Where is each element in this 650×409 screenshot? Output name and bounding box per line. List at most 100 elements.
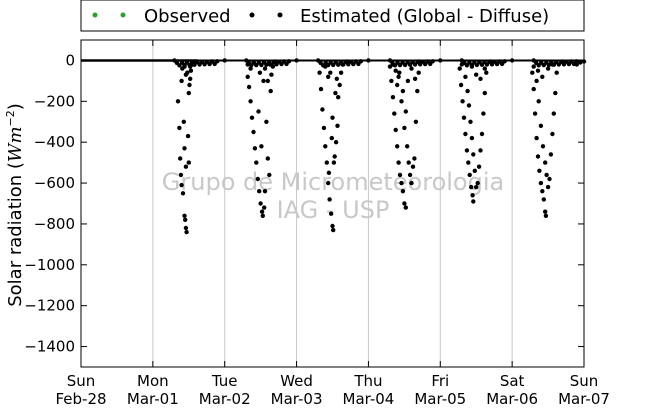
data-point-estimated	[536, 99, 541, 104]
x-tick-label-day: Mon	[137, 372, 169, 390]
data-point-estimated	[540, 144, 546, 149]
data-point-estimated	[484, 70, 489, 75]
watermark-text: IAG - USP	[277, 196, 390, 224]
data-point-estimated	[326, 180, 331, 186]
data-point-estimated	[393, 68, 398, 73]
data-point-estimated	[457, 66, 462, 71]
data-point-estimated	[551, 111, 556, 116]
data-point-estimated	[535, 154, 541, 159]
data-point-estimated	[180, 191, 186, 196]
data-point-estimated	[252, 146, 258, 151]
x-tick-label-date: Mar-07	[558, 390, 610, 408]
data-point-estimated	[326, 74, 331, 80]
data-point-estimated	[543, 213, 549, 218]
data-point-estimated	[553, 90, 558, 96]
data-point-estimated	[318, 86, 324, 92]
legend-label-estimated: Estimated (Global - Diffuse)	[300, 6, 549, 27]
data-point-estimated	[187, 82, 192, 88]
x-tick-label-day: Fri	[431, 372, 449, 390]
data-point-estimated	[334, 76, 339, 82]
data-point-estimated	[175, 99, 181, 104]
data-point-estimated	[475, 180, 480, 186]
data-point-estimated	[320, 107, 325, 112]
data-point-estimated	[463, 74, 468, 80]
data-point-estimated	[185, 133, 191, 139]
data-point-estimated	[467, 172, 472, 178]
data-point-estimated	[468, 119, 473, 125]
legend-marker-estimated	[277, 12, 283, 18]
y-tick-label: −1200	[24, 297, 75, 315]
data-point-estimated	[183, 72, 189, 77]
data-point-estimated	[245, 74, 250, 80]
data-point-estimated	[469, 184, 474, 190]
data-point-estimated	[543, 160, 548, 165]
data-point-estimated	[392, 111, 397, 116]
data-point-estimated	[332, 154, 337, 159]
data-point-estimated	[251, 129, 256, 135]
x-tick-label-day: Sat	[500, 372, 525, 390]
data-point-estimated	[469, 135, 475, 141]
data-point-estimated	[471, 199, 476, 204]
data-point-estimated	[256, 109, 261, 114]
data-point-estimated	[248, 66, 253, 71]
data-point-estimated	[393, 127, 398, 133]
data-point-estimated	[479, 131, 485, 137]
plot-frame	[80, 39, 585, 368]
data-point-estimated	[177, 125, 182, 131]
data-point-estimated	[474, 184, 479, 190]
data-point-estimated	[335, 123, 340, 128]
data-point-estimated	[531, 86, 536, 92]
data-point-estimated	[178, 156, 183, 161]
data-point-estimated	[257, 189, 262, 194]
data-point-estimated	[407, 172, 413, 178]
data-point-estimated	[550, 131, 555, 137]
data-point-estimated	[538, 123, 544, 128]
data-point-estimated	[338, 70, 344, 75]
data-point-estimated	[269, 72, 274, 77]
data-point-estimated	[264, 119, 269, 125]
data-point-estimated	[259, 209, 265, 214]
x-tick-label-day: Thu	[353, 372, 382, 390]
data-point-estimated	[327, 197, 332, 202]
data-point-estimated	[328, 70, 333, 75]
data-point-estimated	[409, 180, 414, 186]
data-point-estimated	[545, 66, 551, 71]
data-point-estimated	[389, 78, 394, 84]
watermark-text: Grupo de Micrometeorologia	[162, 168, 504, 196]
data-point-estimated	[399, 180, 404, 186]
data-point-estimated	[259, 144, 264, 149]
data-point-estimated	[548, 152, 554, 157]
data-point-estimated	[397, 172, 403, 178]
x-tick-label-date: Mar-02	[199, 390, 251, 408]
y-axis-label: Solar radiation (Wm−2)	[4, 103, 26, 307]
data-point-estimated	[330, 115, 335, 120]
data-point-estimated	[464, 148, 470, 153]
data-point-estimated	[178, 172, 184, 178]
y-tick-label: −800	[34, 215, 75, 233]
data-point-estimated	[554, 70, 559, 75]
y-tick-label: 0	[65, 51, 75, 69]
legend-box	[80, 0, 585, 32]
legend-label-observed: Observed	[144, 6, 231, 27]
data-point-estimated	[267, 172, 272, 178]
x-tick-label-date: Feb-28	[55, 390, 106, 408]
data-point-estimated	[470, 193, 475, 198]
data-point-estimated	[258, 201, 263, 206]
data-point-estimated	[403, 109, 408, 114]
data-point-estimated	[482, 66, 487, 71]
data-point-estimated	[257, 70, 263, 75]
x-tick-label-date: Mar-01	[127, 390, 179, 408]
data-point-estimated	[481, 111, 486, 116]
data-point-estimated	[543, 209, 548, 214]
y-tick-label: −400	[34, 133, 75, 151]
data-point-estimated	[463, 131, 468, 137]
data-point-estimated	[330, 223, 335, 229]
y-tick-label: −200	[34, 92, 75, 110]
data-point-estimated	[184, 229, 189, 235]
data-point-estimated	[478, 148, 483, 153]
data-point-estimated	[406, 160, 411, 165]
data-point-estimated	[478, 76, 483, 82]
data-point-estimated	[402, 125, 407, 131]
data-point-estimated	[461, 115, 467, 120]
